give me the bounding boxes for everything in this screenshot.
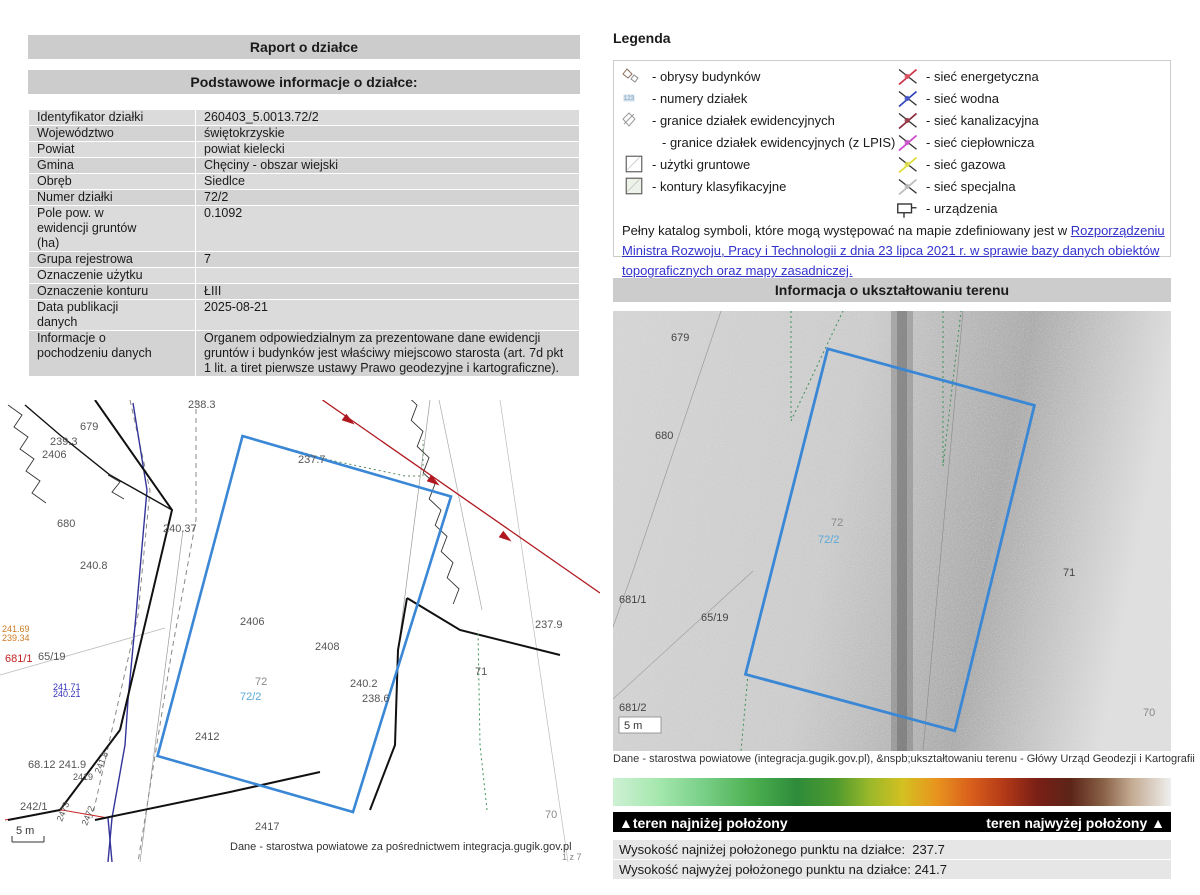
svg-text:238.6: 238.6 [362,693,390,705]
svg-text:239.3: 239.3 [50,436,78,448]
svg-text:238.3: 238.3 [188,400,216,411]
svg-text:71: 71 [1063,567,1075,579]
svg-text:72: 72 [831,517,843,529]
svg-text:71: 71 [475,666,487,678]
svg-text:2408: 2408 [315,641,339,653]
svg-text:65/19: 65/19 [38,651,66,663]
svg-text:70: 70 [1143,707,1155,719]
svg-text:2417: 2417 [255,821,279,833]
svg-text:242/1: 242/1 [20,801,48,813]
svg-text:5 m: 5 m [624,720,642,732]
svg-text:237.7: 237.7 [298,454,326,466]
svg-text:240.21: 240.21 [53,689,81,699]
svg-text:681/1: 681/1 [5,653,33,665]
svg-text:679: 679 [671,332,689,344]
svg-text:5 m: 5 m [16,825,34,837]
svg-text:Dane - starostwa powiatowe za: Dane - starostwa powiatowe za pośrednict… [230,841,572,853]
svg-text:123: 123 [624,96,635,102]
svg-text:240.8: 240.8 [80,560,108,572]
svg-text:2406: 2406 [240,616,264,628]
svg-text:2412: 2412 [195,731,219,743]
svg-text:70: 70 [545,809,557,821]
svg-text:681/1: 681/1 [619,594,647,606]
svg-text:681/2: 681/2 [619,702,647,714]
svg-text:237.9: 237.9 [535,619,563,631]
svg-text:72/2: 72/2 [818,534,839,546]
svg-text:239.34: 239.34 [2,633,30,643]
svg-text:680: 680 [655,430,673,442]
svg-text:2419: 2419 [73,772,93,782]
svg-text:68.12 241.9: 68.12 241.9 [28,759,86,771]
svg-text:65/19: 65/19 [701,612,729,624]
svg-text:680: 680 [57,518,75,530]
svg-text:72/2: 72/2 [240,691,261,703]
svg-text:2406: 2406 [42,449,66,461]
svg-text:679: 679 [80,421,98,433]
svg-text:1 z 7: 1 z 7 [562,852,582,862]
svg-text:240.2: 240.2 [350,678,378,690]
svg-text:72: 72 [255,676,267,688]
svg-text:240.37: 240.37 [163,523,197,535]
